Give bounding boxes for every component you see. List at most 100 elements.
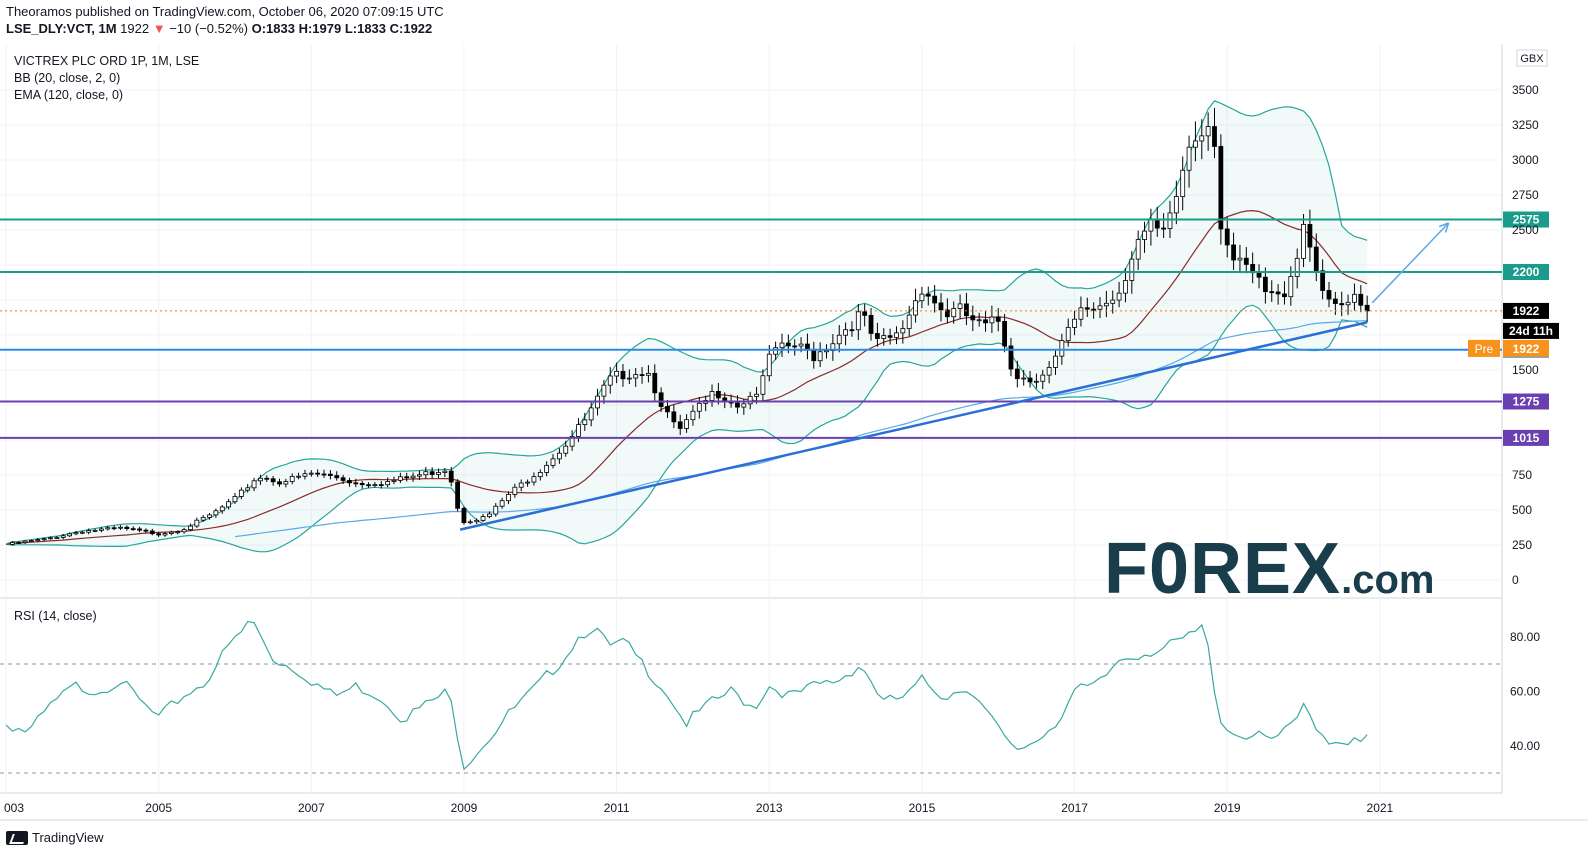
candle-body [480,516,486,521]
candle-body [277,481,282,485]
candle-body [366,484,371,487]
candle-body [1320,270,1326,291]
candle [1345,294,1351,315]
candle-body [544,464,550,473]
candle-body [855,311,861,331]
candle [843,322,848,346]
candle-body [181,529,187,533]
candle-body [811,349,817,362]
candle [582,412,588,431]
candle [48,536,53,540]
candle-body [156,533,162,536]
candle [1275,284,1281,305]
ema-legend[interactable]: EMA (120, close, 0) [14,88,124,102]
candle-body [1040,374,1046,382]
candle [130,526,136,531]
candle [9,541,15,546]
candle-body [817,351,823,362]
candle [467,519,473,525]
candle [1186,135,1192,188]
candle-body [798,343,804,347]
rsi-line [5,620,1368,771]
bb-legend[interactable]: BB (20, close, 2, 0) [14,71,121,85]
level-label-2575: 2575 [1513,213,1540,227]
pre-price-tag [1503,339,1549,357]
candle [1313,233,1319,282]
time-tick-label: 2007 [298,801,325,815]
candle-body [1193,140,1198,148]
candle [563,440,569,457]
level-tag-1275 [1503,393,1549,410]
candle-body [569,436,575,447]
level-tag-2575 [1503,211,1549,228]
candle [162,532,168,537]
rsi-tick-label: 40.00 [1510,739,1540,753]
candle-body [766,353,772,377]
candle-body [735,402,740,408]
candle-body [556,452,562,460]
candle [1065,318,1071,347]
candle-body [1142,230,1147,241]
candle-body [436,472,441,475]
candle-body [925,293,931,297]
price-chart[interactable]: 2575220016451275101502505007501500175025… [0,0,1588,830]
candle-body [1339,303,1345,306]
rsi-tick-label: 60.00 [1510,684,1540,698]
candle [932,285,938,313]
candle-body [1243,257,1249,265]
candles [9,108,1370,546]
candle-body [168,531,174,534]
candle [639,367,645,384]
candle-body [423,471,429,476]
candle-body [207,514,212,518]
pre-tag-label: Pre [1475,342,1494,356]
candle-body [1084,307,1090,310]
candle [658,387,664,413]
candle-body [118,526,123,529]
candle-body [709,391,715,401]
candle-body [1078,307,1084,320]
candle-body [1072,318,1077,328]
candle-body [518,482,524,488]
candle [1053,349,1058,375]
candle [67,532,73,537]
candle-body [677,421,683,429]
candle-body [397,476,403,481]
candle-body [849,329,855,332]
candle-body [550,458,556,466]
candle-body [646,372,651,376]
candle-body [1256,272,1262,278]
candle-body [588,407,594,421]
candle-body [792,345,798,348]
candle [188,523,193,532]
candle [944,298,950,324]
candle [156,531,162,538]
candle [29,539,34,543]
candle [327,470,333,480]
candle-body [461,507,467,524]
rsi-legend[interactable]: RSI (14, close) [14,609,97,623]
candle [92,528,98,533]
candle [404,472,410,482]
candle [938,293,944,322]
candle-body [932,295,938,304]
candle [964,292,969,326]
candle-body [1021,377,1027,380]
price-tick-label: 3000 [1512,153,1539,167]
candle-body [258,477,263,482]
candle [1008,338,1014,377]
candle-body [957,303,963,309]
candle [410,472,416,482]
candle-body [175,531,181,534]
candle [334,471,340,481]
time-tick-label: 2019 [1214,801,1241,815]
candle-body [1282,293,1287,298]
candle [474,518,480,525]
candle [569,430,575,451]
price-tick-label: 2750 [1512,188,1539,202]
candle [976,312,982,327]
candle [378,481,384,489]
candle [588,401,594,427]
candle [359,480,365,489]
candle-body [1167,212,1173,229]
